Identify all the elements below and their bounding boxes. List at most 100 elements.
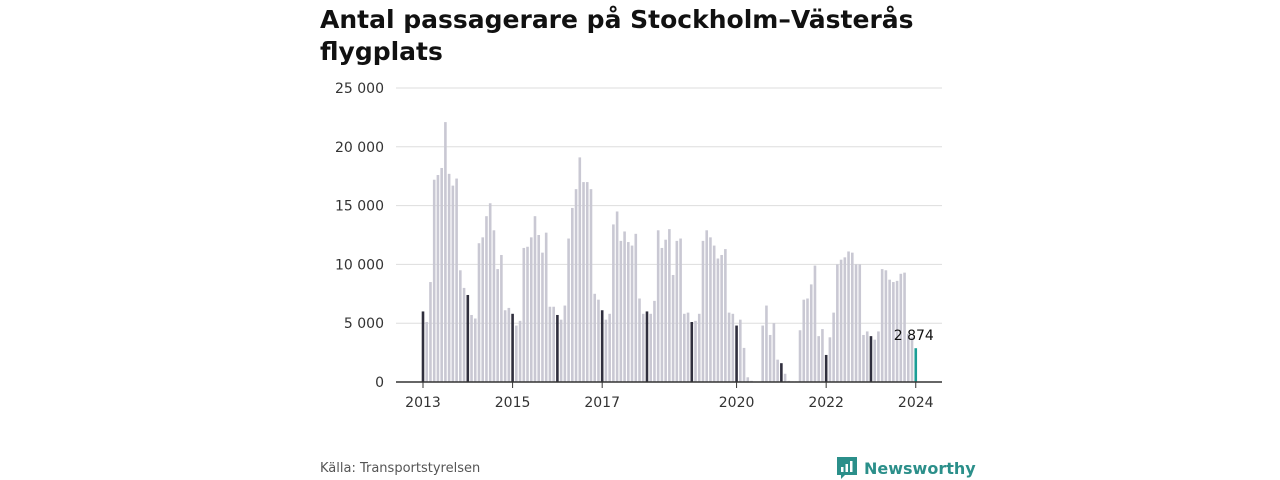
bar — [746, 377, 750, 382]
bar — [716, 258, 720, 382]
bar — [858, 264, 862, 382]
bar — [585, 182, 589, 382]
bar — [847, 251, 850, 382]
bar — [679, 238, 682, 382]
bar — [783, 373, 787, 382]
bar — [821, 329, 824, 382]
bar — [742, 347, 746, 382]
bar — [627, 242, 630, 382]
bar — [451, 185, 455, 382]
x-tick-label: 2013 — [405, 395, 441, 411]
bar — [470, 314, 473, 382]
bar — [798, 330, 802, 382]
bar — [623, 231, 626, 382]
y-tick-label: 10 000 — [335, 257, 384, 273]
bar — [892, 282, 895, 382]
bar — [578, 157, 582, 382]
bar — [668, 229, 671, 382]
bar — [884, 270, 888, 382]
bar — [899, 273, 903, 382]
bar — [727, 312, 731, 382]
bar — [903, 272, 906, 382]
bar — [518, 320, 522, 382]
bar — [724, 249, 727, 382]
bar — [522, 247, 526, 382]
bars — [421, 122, 918, 382]
bar — [776, 359, 779, 382]
brand: Newsworthy — [836, 456, 976, 480]
bar — [634, 233, 638, 382]
bar — [780, 363, 783, 382]
bar — [511, 313, 514, 382]
bar — [671, 274, 675, 382]
brand-name: Newsworthy — [864, 458, 976, 478]
bar — [675, 240, 679, 382]
bar — [466, 294, 470, 382]
bar — [910, 337, 914, 382]
bar — [515, 325, 518, 382]
bar — [432, 179, 436, 382]
bar — [544, 232, 548, 382]
bar — [444, 122, 447, 382]
bar — [802, 299, 806, 382]
bar — [720, 254, 723, 382]
bar — [567, 238, 570, 382]
bar — [839, 259, 843, 382]
bar — [645, 311, 649, 382]
bar — [701, 240, 705, 382]
bar — [809, 284, 813, 382]
bar — [888, 279, 891, 382]
bar — [559, 319, 563, 382]
bar — [869, 336, 873, 382]
bar — [425, 322, 429, 382]
bar — [421, 311, 425, 382]
bar — [873, 339, 876, 382]
bar — [832, 312, 835, 382]
bar — [731, 313, 735, 382]
bar — [455, 178, 458, 382]
bar — [485, 216, 488, 382]
bar — [473, 318, 477, 382]
bar — [615, 211, 619, 382]
bar — [683, 313, 686, 382]
bar — [459, 270, 462, 382]
bar — [571, 207, 574, 382]
bar — [429, 282, 432, 382]
x-tick-label: 2022 — [808, 395, 844, 411]
bar — [649, 313, 653, 382]
x-tick-label: 2024 — [898, 395, 934, 411]
bar — [619, 240, 623, 382]
bar — [877, 331, 880, 382]
bar — [582, 182, 585, 382]
bar — [694, 320, 697, 382]
bar — [556, 314, 559, 382]
bar — [477, 243, 481, 382]
x-tick-label: 2020 — [719, 395, 755, 411]
bar — [690, 322, 694, 382]
chart-title: Antal passagerare på Stockholm–Västerås … — [320, 5, 914, 66]
bar — [653, 300, 656, 382]
latest-value-label: 2 874 — [894, 328, 934, 344]
bar — [895, 280, 899, 382]
bar — [768, 334, 772, 382]
bar — [496, 269, 499, 382]
bar — [817, 336, 820, 382]
bar — [854, 264, 858, 382]
bar — [608, 313, 611, 382]
newsworthy-logo-icon — [837, 457, 857, 479]
bar — [865, 331, 869, 382]
bar — [529, 237, 533, 382]
bar — [600, 310, 604, 382]
bar — [709, 237, 712, 382]
bar — [862, 334, 865, 382]
bar — [712, 245, 716, 382]
bar — [630, 245, 634, 382]
bar — [492, 230, 496, 382]
y-tick-label: 15 000 — [335, 199, 384, 215]
bar — [563, 305, 567, 382]
y-tick-label: 25 000 — [335, 81, 384, 97]
bar — [664, 239, 667, 382]
bar — [697, 313, 701, 382]
bar — [705, 230, 709, 382]
bar — [851, 252, 854, 382]
